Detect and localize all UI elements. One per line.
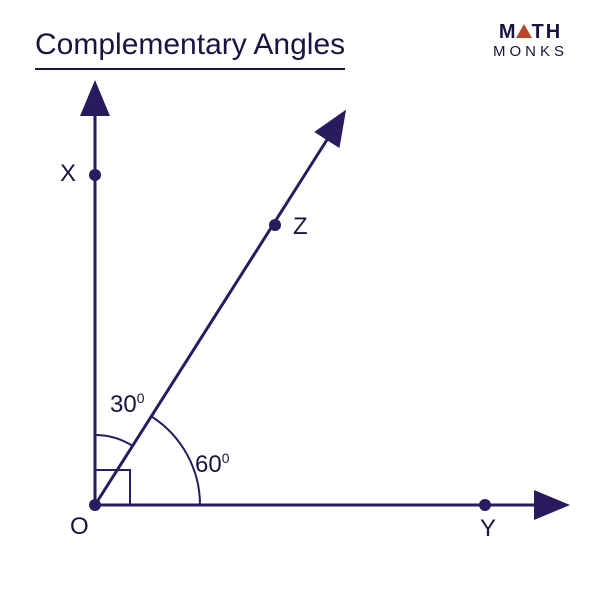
angle-label-30: 300 bbox=[110, 390, 145, 419]
label-O: O bbox=[70, 513, 89, 541]
angle-label-60: 600 bbox=[195, 450, 230, 479]
label-X: X bbox=[60, 160, 76, 188]
angle-diagram bbox=[0, 0, 600, 600]
label-Y: Y bbox=[480, 515, 496, 543]
label-Z: Z bbox=[293, 213, 308, 241]
